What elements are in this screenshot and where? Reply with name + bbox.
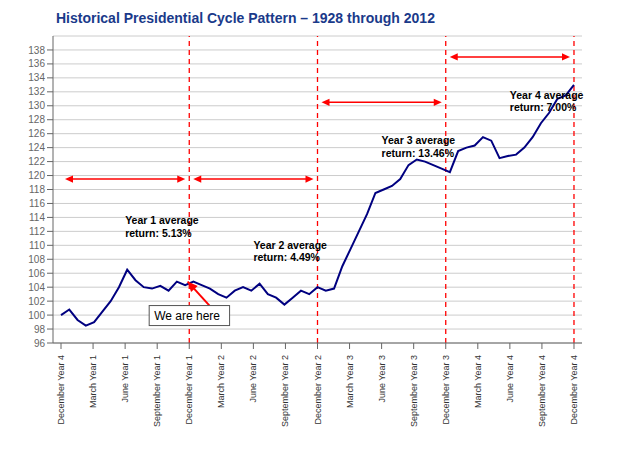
svg-text:118: 118 [29,184,45,195]
svg-text:September Year 3: September Year 3 [409,355,419,427]
svg-text:134: 134 [28,72,45,83]
svg-text:130: 130 [28,100,45,111]
svg-text:102: 102 [28,296,45,307]
svg-text:110: 110 [29,240,45,251]
svg-text:Year 1 averagereturn: 5.13%: Year 1 averagereturn: 5.13% [125,214,199,239]
svg-text:Year 4 averagereturn: 7.00%: Year 4 averagereturn: 7.00% [510,89,584,114]
html-text:Historical Presidential Cycle: Historical Presidential Cycle Pattern – … [56,10,435,26]
svg-text:104: 104 [28,282,45,293]
svg-text:136: 136 [28,58,45,69]
svg-text:September Year 2: September Year 2 [280,355,290,427]
svg-text:December Year 1: December Year 1 [184,355,194,425]
svg-text:138: 138 [28,45,45,56]
svg-text:112: 112 [29,226,45,237]
svg-text:128: 128 [28,114,45,125]
svg-text:June Year 3: June Year 3 [377,355,387,403]
svg-text:Year 2 averagereturn: 4.49%: Year 2 averagereturn: 4.49% [253,239,327,264]
svg-text:December Year 2: December Year 2 [313,355,323,425]
svg-text:December Year 4: December Year 4 [569,355,579,425]
svg-text:June Year 4: June Year 4 [505,355,515,403]
svg-text:March Year 4: March Year 4 [473,355,483,408]
svg-text:98: 98 [34,324,46,335]
svg-text:106: 106 [28,268,45,279]
svg-text:June Year 2: June Year 2 [248,355,258,403]
svg-text:132: 132 [28,86,45,97]
svg-text:We are here: We are here [154,309,220,323]
svg-text:September Year 1: September Year 1 [152,355,162,427]
svg-text:114: 114 [29,212,45,223]
svg-text:Year 3 averagereturn: 13.46%: Year 3 averagereturn: 13.46% [382,134,456,159]
svg-text:122: 122 [28,156,45,167]
svg-text:126: 126 [28,128,45,139]
svg-text:March Year 3: March Year 3 [345,355,355,408]
svg-text:124: 124 [28,142,45,153]
svg-text:120: 120 [28,170,45,181]
svg-text:116: 116 [29,198,45,209]
svg-text:100: 100 [28,310,45,321]
svg-text:September Year 4: September Year 4 [537,355,547,427]
svg-text:96: 96 [34,338,46,349]
svg-text:108: 108 [28,254,45,265]
svg-text:June Year 1: June Year 1 [120,355,130,403]
svg-text:March Year 2: March Year 2 [216,355,226,408]
svg-text:March Year 1: March Year 1 [88,355,98,408]
svg-text:December Year 3: December Year 3 [441,355,451,425]
svg-text:December Year 4: December Year 4 [56,355,66,425]
